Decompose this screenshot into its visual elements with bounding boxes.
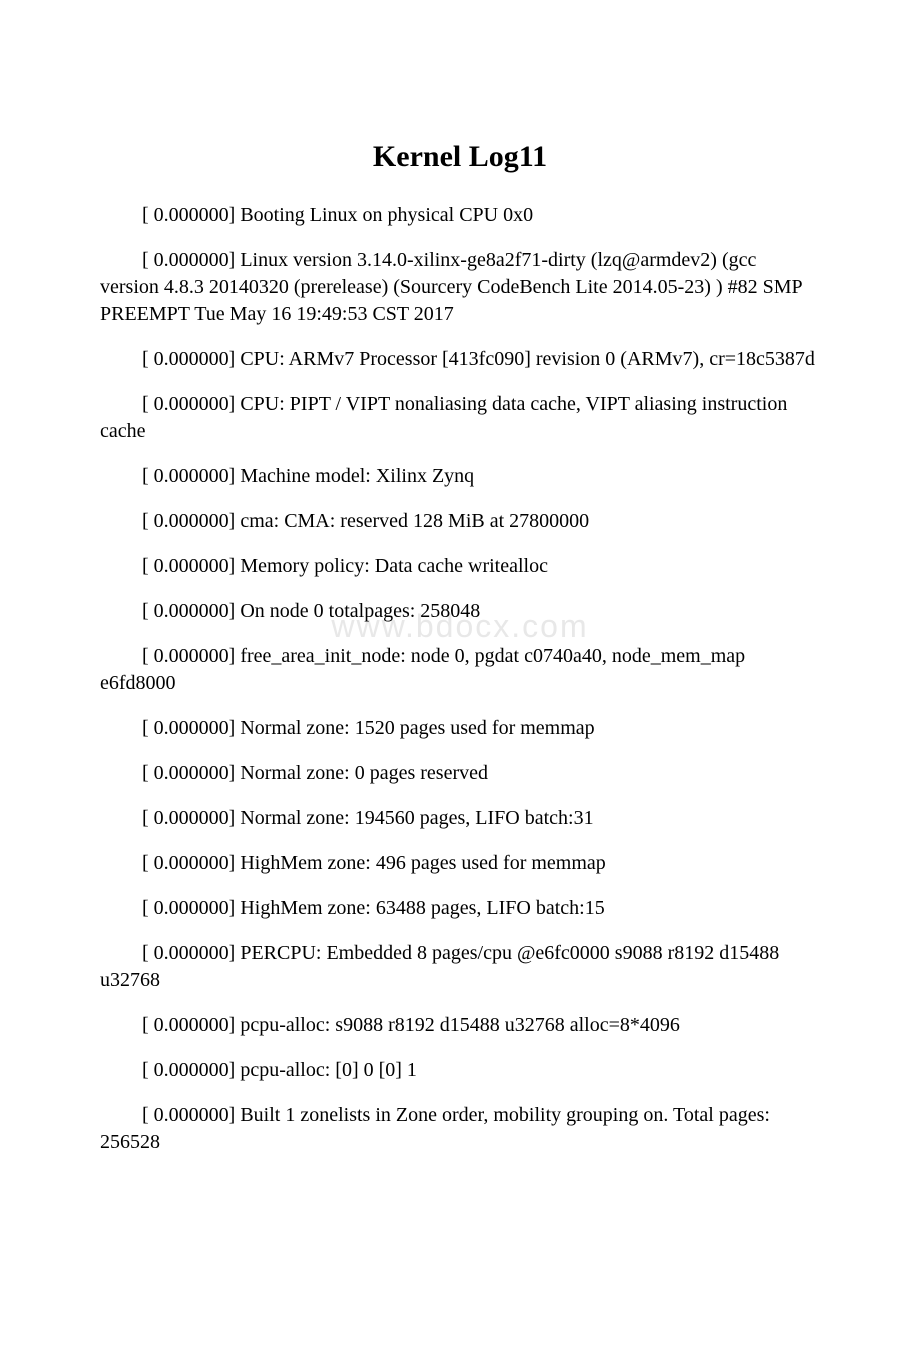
log-line: [ 0.000000] PERCPU: Embedded 8 pages/cpu… — [100, 940, 820, 994]
log-line: [ 0.000000] cma: CMA: reserved 128 MiB a… — [100, 508, 820, 535]
log-line: [ 0.000000] Built 1 zonelists in Zone or… — [100, 1102, 820, 1156]
log-line: [ 0.000000] Machine model: Xilinx Zynq — [100, 463, 820, 490]
log-line: [ 0.000000] On node 0 totalpages: 258048 — [100, 598, 820, 625]
log-line: [ 0.000000] pcpu-alloc: [0] 0 [0] 1 — [100, 1057, 820, 1084]
log-line: [ 0.000000] Memory policy: Data cache wr… — [100, 553, 820, 580]
log-line: [ 0.000000] CPU: PIPT / VIPT nonaliasing… — [100, 391, 820, 445]
log-line: [ 0.000000] CPU: ARMv7 Processor [413fc0… — [100, 346, 820, 373]
page-title: Kernel Log11 — [100, 140, 820, 174]
log-line: [ 0.000000] Normal zone: 1520 pages used… — [100, 715, 820, 742]
log-line: [ 0.000000] pcpu-alloc: s9088 r8192 d154… — [100, 1012, 820, 1039]
log-line: [ 0.000000] free_area_init_node: node 0,… — [100, 643, 820, 697]
log-line: [ 0.000000] Normal zone: 194560 pages, L… — [100, 805, 820, 832]
log-line: [ 0.000000] Normal zone: 0 pages reserve… — [100, 760, 820, 787]
log-content: [ 0.000000] Booting Linux on physical CP… — [100, 202, 820, 1156]
log-line: [ 0.000000] Booting Linux on physical CP… — [100, 202, 820, 229]
log-line: [ 0.000000] HighMem zone: 496 pages used… — [100, 850, 820, 877]
log-line: [ 0.000000] Linux version 3.14.0-xilinx-… — [100, 247, 820, 328]
log-line: [ 0.000000] HighMem zone: 63488 pages, L… — [100, 895, 820, 922]
